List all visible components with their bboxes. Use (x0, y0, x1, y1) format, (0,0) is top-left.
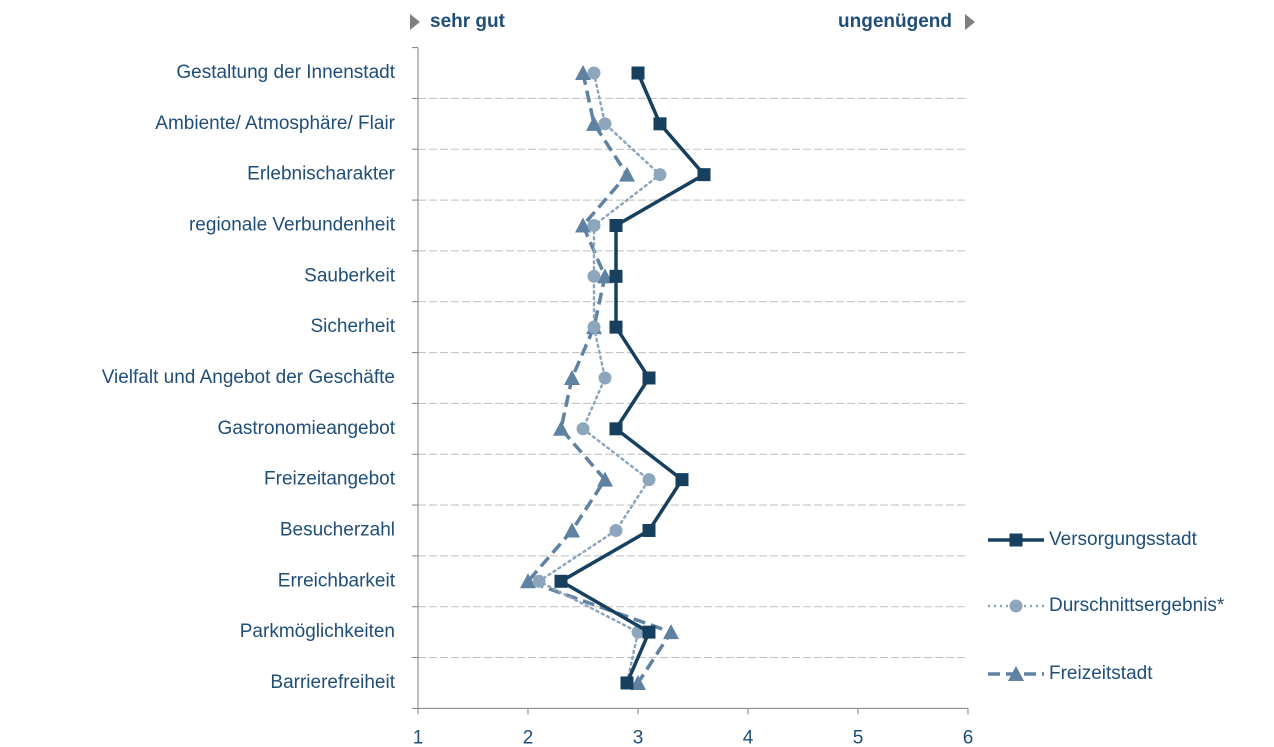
category-label: Barrierefreiheit (270, 672, 395, 693)
category-label: Besucherzahl (280, 519, 395, 540)
series-marker (609, 422, 623, 436)
series-marker (609, 523, 623, 537)
left-arrow (410, 14, 420, 30)
series-marker (520, 573, 536, 589)
legend-marker (1009, 599, 1023, 613)
series-marker (554, 574, 568, 588)
series-marker (619, 166, 635, 182)
series-marker (587, 320, 601, 334)
series-marker (564, 369, 580, 385)
series-marker (598, 371, 612, 385)
legend-marker (1009, 533, 1023, 547)
series-marker (609, 320, 623, 334)
series-marker (564, 522, 580, 538)
series-marker (697, 168, 711, 182)
series-marker (587, 218, 601, 232)
x-tick-label: 2 (523, 727, 534, 747)
category-label: Ambiente/ Atmosphäre/ Flair (155, 113, 395, 134)
series-marker (642, 371, 656, 385)
annotation-right: ungenügend (838, 11, 952, 32)
category-label: Sicherheit (311, 316, 396, 337)
legend-label: Freizeitstadt (1049, 663, 1153, 684)
x-tick-label: 3 (633, 727, 644, 747)
x-tick-label: 1 (413, 727, 424, 747)
series-marker (653, 117, 667, 131)
category-label: Gastronomieangebot (218, 418, 396, 439)
right-arrow (965, 14, 975, 30)
series-marker (653, 168, 667, 182)
series-marker (532, 574, 546, 588)
category-label: Parkmöglichkeiten (240, 621, 395, 642)
category-label: regionale Verbundenheit (189, 215, 396, 236)
x-tick-label: 4 (743, 727, 754, 747)
x-tick-label: 6 (963, 727, 974, 747)
series-marker (609, 269, 623, 283)
series-marker (553, 420, 569, 436)
series-marker (663, 624, 679, 640)
series-marker (587, 269, 601, 283)
series-marker (642, 473, 656, 487)
annotation-left: sehr gut (430, 11, 506, 32)
series-marker (642, 625, 656, 639)
series-marker (675, 473, 689, 487)
series-marker (598, 117, 612, 131)
category-label: Gestaltung der Innenstadt (176, 62, 395, 83)
category-label: Vielfalt und Angebot der Geschäfte (102, 367, 395, 388)
legend-label: Versorgungsstadt (1049, 529, 1198, 550)
legend-label: Durschnittsergebnis* (1049, 595, 1225, 616)
series-marker (609, 218, 623, 232)
series-marker (631, 66, 645, 80)
category-label: Sauberkeit (304, 265, 396, 286)
category-label: Erlebnischarakter (247, 164, 396, 185)
series-marker (575, 217, 591, 233)
series-marker (586, 115, 602, 131)
series-marker (576, 422, 590, 436)
x-tick-label: 5 (853, 727, 864, 747)
series-marker (597, 268, 613, 284)
category-label: Erreichbarkeit (278, 570, 396, 591)
legend-marker (1008, 666, 1024, 681)
category-label: Freizeitangebot (264, 469, 396, 490)
series-marker (597, 471, 613, 487)
series-marker (630, 674, 646, 690)
series-line (557, 72, 707, 684)
series-marker (587, 66, 601, 80)
series-marker (642, 523, 656, 537)
series-marker (620, 676, 634, 690)
series-marker (575, 65, 591, 80)
